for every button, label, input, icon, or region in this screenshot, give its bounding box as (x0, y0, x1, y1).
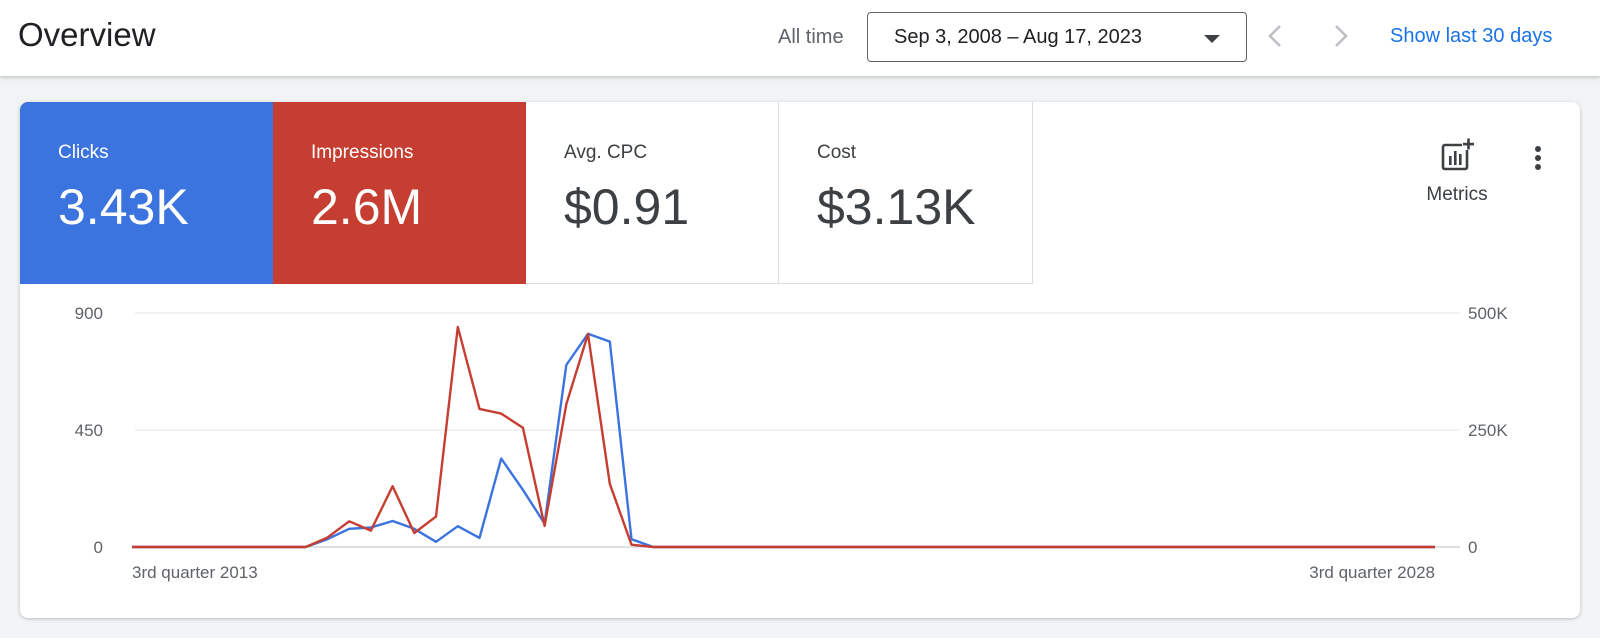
add-chart-icon (1441, 138, 1474, 171)
y-axis-left-tick-label: 900 (75, 304, 103, 323)
scorecard-label: Avg. CPC (564, 142, 648, 163)
line-chart: 900 500K 450 250K 0 0 3rd quarter 2013 3rd quar… (75, 304, 1509, 582)
scorecard-clicks[interactable]: Clicks 3.43K (20, 102, 273, 284)
scorecard-avg-cpc[interactable]: Avg. CPC $0.91 (526, 102, 779, 284)
dropdown-arrow-icon (1204, 35, 1220, 43)
x-axis-tick-label: 3rd quarter 2013 (132, 563, 258, 582)
page-title: Overview (18, 16, 156, 53)
scorecard-value: $0.91 (564, 179, 690, 235)
y-axis-right-tick-label: 0 (1468, 538, 1477, 557)
date-range-value: Sep 3, 2008 – Aug 17, 2023 (894, 26, 1142, 48)
overview-card: Clicks 3.43K Impressions 2.6M Avg. CPC $… (20, 102, 1580, 618)
performance-chart: 900 500K 450 250K 0 0 3rd quarter 2013 3rd quar… (20, 284, 1580, 618)
scorecard-value: 3.43K (58, 179, 189, 235)
y-axis-left-tick-label: 0 (94, 538, 103, 557)
series-line-impressions (132, 325, 1435, 549)
scorecard-cost[interactable]: Cost $3.13K (779, 102, 1033, 284)
chevron-right-icon (1335, 25, 1348, 47)
more-vert-icon (1535, 146, 1541, 170)
x-axis-tick-label: 3rd quarter 2028 (1309, 563, 1435, 582)
scorecard-label: Clicks (58, 142, 109, 163)
top-bar: Overview All time Sep 3, 2008 – Aug 17, … (0, 0, 1600, 76)
scorecard-impressions[interactable]: Impressions 2.6M (273, 102, 526, 284)
scorecard-label: Cost (817, 142, 857, 163)
y-axis-right-tick-label: 500K (1468, 304, 1508, 323)
metrics-label: Metrics (1426, 184, 1488, 205)
date-range-label: All time (778, 26, 844, 48)
next-period-button[interactable] (1322, 18, 1358, 54)
metrics-button[interactable]: Metrics (1418, 136, 1496, 216)
scorecard-value: $3.13K (817, 179, 976, 235)
scorecard-value: 2.6M (311, 179, 423, 235)
previous-period-button[interactable] (1258, 18, 1294, 54)
y-axis-left-tick-label: 450 (75, 421, 103, 440)
series-line-clicks (132, 332, 1435, 549)
scorecard-label: Impressions (311, 142, 414, 163)
date-range-picker[interactable]: Sep 3, 2008 – Aug 17, 2023 (867, 12, 1247, 62)
more-options-button[interactable] (1528, 142, 1548, 178)
chevron-left-icon (1268, 25, 1281, 47)
show-last-30-days-link[interactable]: Show last 30 days (1390, 25, 1553, 47)
y-axis-right-tick-label: 250K (1468, 421, 1508, 440)
